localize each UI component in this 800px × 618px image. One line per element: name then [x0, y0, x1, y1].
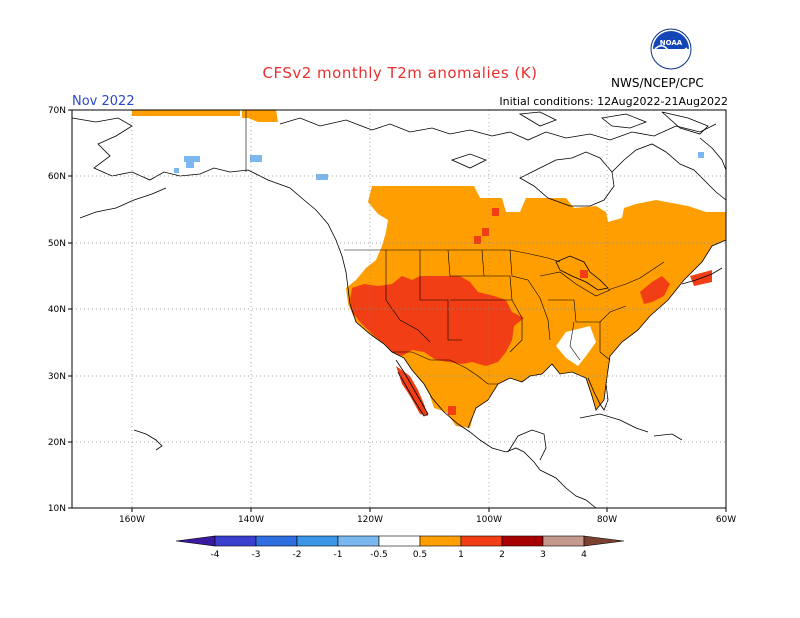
coastline-yucatan — [507, 429, 547, 461]
colorbar-label-minus4: -4 — [211, 550, 220, 560]
lon-tick-labels: 160W 140W 120W 100W 80W 60W — [119, 515, 736, 525]
anomaly-region-red-baja — [396, 366, 428, 416]
coastline-hawaii — [133, 429, 163, 451]
coastline-islands-4 — [661, 111, 709, 135]
border-states-6 — [548, 299, 627, 323]
anomaly-cell-ltblue-e — [174, 168, 179, 173]
coastline-labrador — [611, 143, 727, 201]
lat-label-30n: 30N — [48, 372, 66, 382]
coastline-florida — [587, 377, 609, 411]
coastline-layer — [71, 111, 727, 509]
colorbar-label-05: 0.5 — [413, 550, 427, 560]
colorbar-seg-minus2-minus1 — [296, 535, 339, 547]
coastline-baja — [395, 359, 429, 417]
colorbar-seg-05-1 — [419, 535, 462, 547]
colorbar-label-2: 2 — [499, 550, 505, 560]
colorbar-seg-2-3 — [501, 535, 544, 547]
anomaly-cell-ltblue-f — [698, 152, 704, 158]
lat-label-20n: 20N — [48, 438, 66, 448]
anomaly-cell-red-e — [448, 406, 456, 415]
anomaly-region-orange — [346, 186, 726, 428]
lat-tick-marks — [68, 109, 72, 509]
colorbar — [175, 535, 625, 547]
anomaly-cell-red-c — [492, 208, 499, 216]
coastline-central-am — [539, 469, 597, 509]
anomaly-cell-ltblue-d — [316, 174, 328, 180]
lat-label-10n: 10N — [48, 504, 66, 514]
lon-label-140w: 140W — [238, 515, 264, 525]
border-states-1 — [385, 250, 431, 343]
lat-label-70n: 70N — [48, 106, 66, 116]
border-layer — [245, 110, 665, 385]
anomaly-cell-ltblue-b — [186, 162, 194, 168]
colorbar-label-minus1: -1 — [334, 550, 343, 560]
chart-title: CFSv2 monthly T2m anomalies (K) — [262, 64, 538, 82]
anomaly-cell-red-b — [474, 236, 481, 244]
anomaly-region-orange-arctic — [132, 110, 240, 116]
border-us-canada-east — [607, 261, 665, 291]
anomaly-region-red-ne — [640, 276, 670, 304]
coastline-arctic — [279, 117, 717, 141]
border-states-3 — [447, 249, 513, 301]
lon-label-100w: 100W — [476, 515, 502, 525]
colorbar-seg-1-2 — [460, 535, 503, 547]
border-us-mexico — [392, 351, 498, 385]
anomaly-fill-layer — [132, 110, 726, 428]
lat-tick-labels: 70N 60N 50N 40N 30N 20N 10N — [48, 106, 66, 514]
lon-label-160w: 160W — [119, 515, 145, 525]
anomaly-cell-ltblue-a — [184, 156, 200, 162]
coastline-islands-3 — [601, 113, 648, 129]
border-states-5 — [481, 249, 551, 341]
colorbar-seg-minus3-minus2 — [255, 535, 298, 547]
colorbar-label-minus2: -2 — [293, 550, 302, 560]
coastline-hispaniola — [653, 433, 683, 441]
lat-label-40n: 40N — [48, 305, 66, 315]
coastline-nova-scotia — [681, 267, 723, 285]
forecast-month: Nov 2022 — [72, 94, 135, 109]
coastline-us-west — [347, 287, 541, 471]
coastline-islands-1 — [450, 153, 487, 169]
colorbar-labels: -4 -3 -2 -1 -0.5 0.5 1 2 3 4 — [211, 550, 588, 560]
anomaly-region-red — [350, 276, 524, 366]
lon-label-80w: 80W — [597, 515, 617, 525]
colorbar-label-minus05: -0.5 — [370, 550, 388, 560]
colorbar-label-1: 1 — [458, 550, 464, 560]
colorbar-seg-3-4 — [542, 535, 585, 547]
colorbar-label-minus3: -3 — [252, 550, 261, 560]
coastline-great-lakes — [555, 255, 609, 291]
noaa-logo-icon: NOAA — [650, 28, 692, 70]
lon-label-120w: 120W — [357, 515, 383, 525]
coastline-cuba — [579, 413, 649, 433]
coastline-aleutians — [79, 187, 167, 219]
anomaly-cell-red-d — [580, 270, 588, 278]
colorbar-seg-minus4-minus3 — [214, 535, 257, 547]
coastline-hudson-bay — [519, 151, 615, 207]
lon-tick-marks — [131, 508, 727, 512]
anomaly-cell-red-a — [482, 228, 489, 236]
initial-conditions: Initial conditions: 12Aug2022-21Aug2022 — [499, 95, 728, 108]
coastline-gulf — [467, 239, 727, 429]
coastline-greenland — [699, 137, 727, 171]
border-states-4 — [450, 299, 523, 353]
colorbar-label-4: 4 — [581, 550, 587, 560]
colorbar-seg-gt-4 — [583, 535, 625, 547]
lat-label-60n: 60N — [48, 172, 66, 182]
svg-text:NOAA: NOAA — [660, 39, 683, 47]
anomaly-cell-ltblue-c — [250, 155, 262, 162]
lon-label-60w: 60W — [716, 515, 736, 525]
colorbar-seg-neutral — [378, 535, 421, 547]
lat-label-50n: 50N — [48, 239, 66, 249]
coastline-islands-2 — [518, 111, 557, 127]
anomaly-gap-white-se — [556, 326, 596, 366]
agency-label: NWS/NCEP/CPC — [611, 76, 704, 90]
border-states-7 — [569, 321, 611, 361]
colorbar-label-3: 3 — [540, 550, 546, 560]
graticule — [72, 110, 726, 508]
colorbar-seg-lt-minus4 — [175, 535, 216, 547]
coastline-alaska — [71, 117, 349, 289]
border-states-8 — [539, 271, 611, 297]
colorbar-seg-minus1-minus05 — [337, 535, 380, 547]
border-states-2 — [419, 250, 462, 341]
